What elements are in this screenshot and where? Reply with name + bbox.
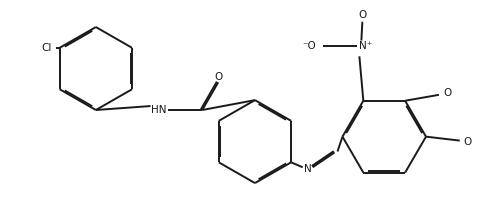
Text: ⁻O: ⁻O xyxy=(302,41,315,51)
Text: O: O xyxy=(443,88,451,98)
Text: O: O xyxy=(358,10,367,20)
Text: N: N xyxy=(304,164,311,174)
Text: Cl: Cl xyxy=(41,43,52,53)
Text: O: O xyxy=(214,72,222,82)
Text: HN: HN xyxy=(151,105,166,115)
Text: O: O xyxy=(464,137,472,147)
Text: N⁺: N⁺ xyxy=(360,41,372,51)
